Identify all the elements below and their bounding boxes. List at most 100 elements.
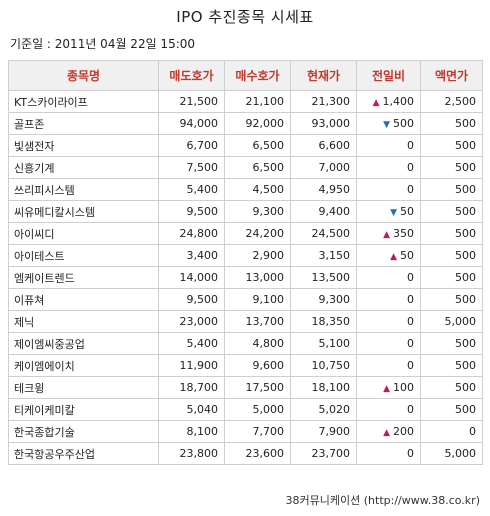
stock-name-cell-value: 티케이케미칼 (14, 403, 75, 417)
stock-name-cell: 씨유메디칼시스템 (8, 200, 159, 223)
down-triangle-icon: ▼ (383, 120, 390, 130)
change-cell-value: 0 (407, 271, 414, 284)
ask-price-cell: 23,000 (158, 310, 225, 333)
current-price-cell: 9,300 (290, 288, 357, 311)
stock-name-cell: 테크윙 (8, 376, 159, 399)
par-value-cell-value: 500 (455, 205, 476, 218)
change-cell: ▲ 100 (356, 376, 421, 399)
par-value-cell-value: 500 (455, 183, 476, 196)
stock-name-cell: 제닉 (8, 310, 159, 333)
col-header-name: 종목명 (8, 60, 159, 91)
change-cell-value: 100 (393, 381, 414, 394)
current-price-cell: 3,150 (290, 244, 357, 267)
up-triangle-icon: ▲ (383, 384, 390, 394)
change-cell: ▲ 50 (356, 244, 421, 267)
par-value-cell-value: 500 (455, 271, 476, 284)
par-value-cell: 0 (420, 420, 483, 443)
par-value-cell-value: 0 (469, 425, 476, 438)
change-cell: 0 (356, 442, 421, 465)
stock-name-cell-value: 씨유메디칼시스템 (14, 205, 95, 219)
ask-price-cell: 94,000 (158, 112, 225, 135)
source-credit: 38커뮤니케이션 (http://www.38.co.kr) (285, 494, 480, 507)
col-header-bid: 매수호가 (224, 60, 291, 91)
change-cell: ▼ 500 (356, 112, 421, 135)
stock-name-cell-value: 빛샘전자 (14, 139, 55, 153)
stock-name-cell: 티케이케미칼 (8, 398, 159, 421)
change-cell: 0 (356, 398, 421, 421)
ask-price-cell-value: 5,400 (186, 337, 219, 350)
change-cell: 0 (356, 354, 421, 377)
current-price-cell-value: 21,300 (311, 95, 351, 108)
ask-price-cell: 8,100 (158, 420, 225, 443)
bid-price-cell: 2,900 (224, 244, 291, 267)
change-cell: ▲ 350 (356, 222, 421, 245)
current-price-cell-value: 4,950 (318, 183, 351, 196)
table-row: 한국종합기술 8,100 7,700 7,900 ▲ 200 0 (8, 420, 483, 443)
stock-name-cell: KT스카이라이프 (8, 90, 159, 113)
change-cell: ▼ 50 (356, 200, 421, 223)
current-price-cell: 4,950 (290, 178, 357, 201)
bid-price-cell: 21,100 (224, 90, 291, 113)
stock-name-cell-value: 아이씨디 (14, 227, 55, 241)
par-value-cell-value: 500 (455, 293, 476, 306)
current-price-cell: 18,100 (290, 376, 357, 399)
stock-name-cell: 신흥기계 (8, 156, 159, 179)
bid-price-cell-value: 6,500 (252, 161, 285, 174)
ask-price-cell-value: 94,000 (179, 117, 219, 130)
par-value-cell-value: 5,000 (444, 315, 477, 328)
table-header-row: 종목명 매도호가 매수호가 현재가 전일비 액면가 (8, 60, 483, 91)
par-value-cell: 500 (420, 200, 483, 223)
table-row: 골프존 94,000 92,000 93,000 ▼ 500 500 (8, 112, 483, 135)
ask-price-cell-value: 6,700 (186, 139, 219, 152)
change-cell-value: 0 (407, 447, 414, 460)
bid-price-cell-value: 17,500 (245, 381, 285, 394)
bid-price-cell-value: 4,500 (252, 183, 285, 196)
current-price-cell-value: 9,400 (318, 205, 351, 218)
ask-price-cell: 18,700 (158, 376, 225, 399)
current-price-cell-value: 10,750 (311, 359, 351, 372)
par-value-cell: 5,000 (420, 310, 483, 333)
current-price-cell-value: 23,700 (311, 447, 351, 460)
bid-price-cell: 13,000 (224, 266, 291, 289)
ask-price-cell-value: 9,500 (186, 293, 219, 306)
table-row: KT스카이라이프 21,500 21,100 21,300 ▲ 1,400 2,500 (8, 90, 483, 113)
bid-price-cell: 9,300 (224, 200, 291, 223)
bid-price-cell-value: 24,200 (245, 227, 285, 240)
par-value-cell: 5,000 (420, 442, 483, 465)
ask-price-cell-value: 24,800 (179, 227, 219, 240)
change-cell: ▲ 200 (356, 420, 421, 443)
ask-price-cell-value: 11,900 (179, 359, 219, 372)
current-price-cell-value: 18,100 (311, 381, 351, 394)
current-price-cell: 5,100 (290, 332, 357, 355)
par-value-cell-value: 500 (455, 249, 476, 262)
bid-price-cell-value: 7,700 (252, 425, 285, 438)
bid-price-cell-value: 13,000 (245, 271, 285, 284)
ask-price-cell: 5,040 (158, 398, 225, 421)
bid-price-cell: 5,000 (224, 398, 291, 421)
bid-price-cell: 92,000 (224, 112, 291, 135)
par-value-cell: 500 (420, 156, 483, 179)
table-row: 아이씨디 24,800 24,200 24,500 ▲ 350 500 (8, 222, 483, 245)
par-value-cell: 2,500 (420, 90, 483, 113)
current-price-cell: 10,750 (290, 354, 357, 377)
ask-price-cell: 6,700 (158, 134, 225, 157)
par-value-cell: 500 (420, 134, 483, 157)
bid-price-cell-value: 6,500 (252, 139, 285, 152)
par-value-cell: 500 (420, 266, 483, 289)
change-cell-value: 0 (407, 139, 414, 152)
current-price-cell-value: 24,500 (311, 227, 351, 240)
table-row: 쓰리피시스템 5,400 4,500 4,950 0 500 (8, 178, 483, 201)
current-price-cell: 18,350 (290, 310, 357, 333)
bid-price-cell: 4,500 (224, 178, 291, 201)
current-price-cell: 21,300 (290, 90, 357, 113)
table-row: 한국항공우주산업 23,800 23,600 23,700 0 5,000 (8, 442, 483, 465)
bid-price-cell-value: 21,100 (245, 95, 285, 108)
ask-price-cell: 7,500 (158, 156, 225, 179)
stock-name-cell: 아이테스트 (8, 244, 159, 267)
bid-price-cell-value: 9,100 (252, 293, 285, 306)
bid-price-cell: 7,700 (224, 420, 291, 443)
ask-price-cell: 21,500 (158, 90, 225, 113)
ask-price-cell-value: 23,800 (179, 447, 219, 460)
current-price-cell: 6,600 (290, 134, 357, 157)
stock-name-cell-value: 이퓨쳐 (14, 293, 45, 307)
